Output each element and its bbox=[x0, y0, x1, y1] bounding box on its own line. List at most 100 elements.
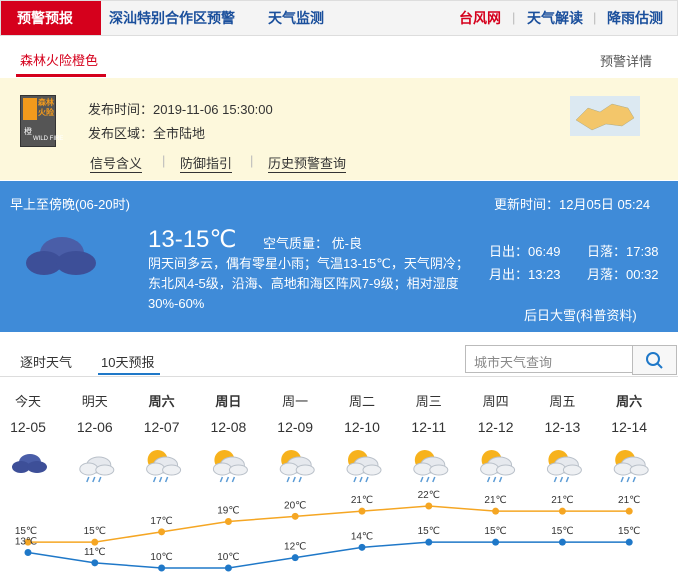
rain bbox=[426, 476, 430, 483]
weekday: 周一 bbox=[282, 394, 309, 409]
alert-tab[interactable]: 森林火险橙色 bbox=[20, 53, 99, 68]
separator: | bbox=[512, 10, 516, 25]
cloud bbox=[346, 462, 366, 476]
alert-link[interactable]: 历史预警查询 bbox=[268, 153, 347, 173]
icon-en: WILD FIRE bbox=[33, 136, 64, 142]
air-quality: 空气质量： 优-良 bbox=[263, 236, 362, 251]
cloud bbox=[562, 464, 582, 476]
cloud bbox=[413, 462, 433, 476]
cloud bbox=[429, 464, 449, 476]
temp-label: 15℃ bbox=[618, 526, 640, 537]
rain bbox=[559, 476, 564, 483]
weekday: 周三 bbox=[415, 394, 442, 409]
temp-line bbox=[28, 505, 630, 543]
search-icon bbox=[646, 352, 663, 369]
rain bbox=[164, 476, 169, 483]
handle bbox=[656, 362, 663, 369]
temp-point bbox=[358, 507, 366, 515]
cloud bbox=[27, 461, 47, 473]
temp-point bbox=[24, 549, 32, 556]
cloud-part bbox=[56, 251, 96, 275]
map-thumbnail[interactable] bbox=[570, 96, 640, 136]
cloud bbox=[146, 462, 166, 476]
rain bbox=[158, 476, 163, 483]
rain bbox=[98, 476, 102, 483]
search-placeholder: 城市天气查询 bbox=[474, 355, 553, 370]
temp-point bbox=[492, 538, 500, 546]
temp-point bbox=[24, 538, 32, 546]
rain bbox=[286, 476, 290, 483]
rain bbox=[298, 476, 302, 483]
cloud bbox=[162, 464, 182, 476]
temp-label: 15℃ bbox=[418, 526, 440, 537]
temp-label: 21℃ bbox=[351, 495, 373, 506]
nav-link[interactable]: 降雨估测 bbox=[607, 10, 663, 26]
alert-link[interactable]: 信号含义 bbox=[90, 153, 143, 173]
temp-point bbox=[425, 502, 433, 510]
weekday: 明天 bbox=[81, 394, 108, 409]
temp-point bbox=[291, 512, 299, 520]
rain bbox=[219, 476, 224, 483]
weekday: 今天 bbox=[14, 394, 41, 409]
temp-point bbox=[625, 538, 633, 546]
nav-link[interactable]: 天气解读 bbox=[527, 10, 583, 26]
temp-label: 21℃ bbox=[618, 495, 640, 506]
separator: | bbox=[250, 153, 254, 168]
nav-tab[interactable]: 天气监测 bbox=[268, 10, 324, 26]
nav-tab[interactable]: 预警预报 bbox=[17, 10, 73, 26]
cloud bbox=[480, 462, 500, 476]
rain bbox=[553, 476, 558, 483]
search-box[interactable]: 城市天气查询 bbox=[465, 345, 633, 373]
temp-point bbox=[158, 528, 166, 536]
today-panel: 早上至傍晚(06-20时) 更新时间：12月05日 05:24 13-15℃ 空… bbox=[0, 181, 678, 332]
forecast-tab[interactable]: 10天预报 bbox=[101, 355, 155, 370]
weekday: 周四 bbox=[482, 394, 509, 409]
date: 12-12 bbox=[477, 419, 514, 435]
temp-point bbox=[625, 507, 633, 515]
temp-label: 21℃ bbox=[551, 495, 573, 506]
rain bbox=[152, 476, 157, 483]
rain bbox=[565, 476, 570, 483]
weekday: 周二 bbox=[348, 394, 375, 409]
temp-point bbox=[91, 538, 99, 546]
cloud bbox=[496, 464, 516, 476]
rain bbox=[292, 476, 296, 483]
date: 12-10 bbox=[344, 419, 380, 435]
nav-tab[interactable]: 深汕特别合作区预警 bbox=[109, 10, 235, 26]
alert-detail-link[interactable]: 预警详情 bbox=[600, 54, 653, 69]
rain bbox=[492, 476, 497, 483]
cloud bbox=[295, 464, 315, 476]
temp-label: 19℃ bbox=[217, 506, 239, 517]
temp-label: 10℃ bbox=[150, 552, 172, 563]
temp-label: 11℃ bbox=[84, 547, 106, 558]
cloud bbox=[79, 462, 99, 476]
map-region bbox=[575, 103, 635, 131]
date: 12-05 bbox=[10, 419, 46, 435]
solar-term[interactable]: 后日大雪(科普资料) bbox=[524, 308, 637, 323]
alert-link[interactable]: 防御指引 bbox=[180, 153, 233, 173]
rain bbox=[420, 476, 424, 483]
tab-underline bbox=[98, 373, 160, 375]
temp-line bbox=[27, 541, 630, 569]
temp-label: 15℃ bbox=[15, 526, 37, 537]
temp-label: 15℃ bbox=[484, 526, 506, 537]
temp-label: 15℃ bbox=[551, 526, 573, 537]
temp-point bbox=[558, 507, 566, 515]
temp-label: 20℃ bbox=[284, 500, 306, 511]
rain bbox=[86, 476, 90, 483]
weekday: 周日 bbox=[215, 394, 242, 409]
forecast-tab[interactable]: 逐时天气 bbox=[20, 355, 73, 370]
temp-label: 13℃ bbox=[15, 537, 37, 548]
nav-link[interactable]: 台风网 bbox=[459, 10, 501, 26]
divider bbox=[0, 376, 678, 377]
cloud bbox=[362, 464, 382, 476]
alert-time: 发布时间：2019-11-06 15:30:00 bbox=[88, 102, 273, 117]
icon-level: 橙 bbox=[24, 127, 32, 136]
cloud bbox=[613, 462, 633, 476]
map-shape bbox=[575, 103, 635, 131]
search-button[interactable] bbox=[632, 345, 677, 375]
temp-point bbox=[158, 564, 166, 572]
date: 12-14 bbox=[611, 419, 648, 435]
temp-label: 14℃ bbox=[351, 531, 373, 542]
